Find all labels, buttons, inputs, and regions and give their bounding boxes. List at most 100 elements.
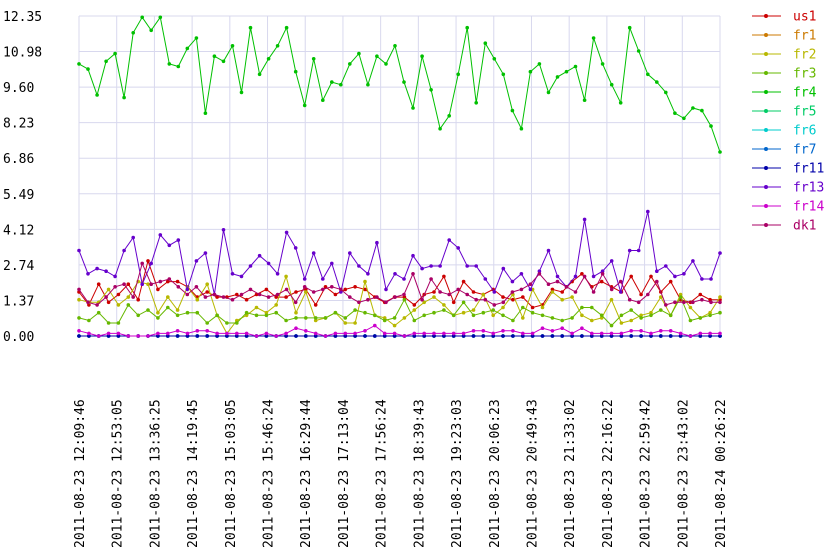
legend-label: us1 xyxy=(793,10,816,25)
data-point xyxy=(708,331,712,336)
data-point xyxy=(438,290,442,294)
x-tick-label: 2011-08-23 15:03:05 xyxy=(224,399,239,548)
data-point xyxy=(461,300,466,305)
data-point xyxy=(248,25,253,30)
data-point xyxy=(194,36,199,40)
data-point xyxy=(510,108,515,113)
data-point xyxy=(442,331,446,336)
data-point xyxy=(619,331,624,336)
x-tick-label: 2011-08-23 20:49:43 xyxy=(525,399,540,548)
x-tick-label: 2011-08-23 22:59:42 xyxy=(639,399,654,548)
data-point xyxy=(573,64,578,69)
data-point xyxy=(215,334,219,338)
data-point xyxy=(175,329,180,333)
data-point xyxy=(698,331,703,336)
data-point xyxy=(501,295,505,299)
data-point xyxy=(481,329,486,333)
legend-label: fr13 xyxy=(793,181,824,196)
data-point xyxy=(481,310,486,315)
data-point xyxy=(555,279,560,284)
data-point xyxy=(257,292,262,297)
data-point xyxy=(343,331,348,336)
data-point xyxy=(239,292,244,297)
data-point xyxy=(461,279,466,284)
data-point xyxy=(412,308,417,312)
data-point xyxy=(432,290,436,294)
data-point xyxy=(636,248,641,253)
data-point xyxy=(302,285,307,289)
data-point xyxy=(244,334,249,338)
legend-swatch-marker xyxy=(764,166,768,170)
data-point xyxy=(461,331,466,336)
data-point xyxy=(203,295,208,299)
data-point xyxy=(333,334,338,338)
data-point xyxy=(294,326,298,331)
data-point xyxy=(691,106,695,110)
data-point xyxy=(718,300,722,305)
data-point xyxy=(530,331,535,336)
data-point xyxy=(264,287,269,292)
data-point xyxy=(348,295,352,299)
data-point xyxy=(375,54,379,58)
data-point xyxy=(373,313,377,318)
data-point xyxy=(126,295,131,299)
data-point xyxy=(708,313,712,318)
series-fr14 xyxy=(77,323,722,338)
data-point xyxy=(412,334,417,338)
data-point xyxy=(432,310,436,315)
data-point xyxy=(483,41,488,45)
data-point xyxy=(582,274,587,279)
data-point xyxy=(293,246,298,250)
data-point xyxy=(639,334,643,338)
data-point xyxy=(619,313,624,318)
data-point xyxy=(239,274,244,279)
data-point xyxy=(471,290,476,294)
data-point xyxy=(422,331,427,336)
data-point xyxy=(521,331,525,336)
data-point xyxy=(580,272,584,276)
data-point xyxy=(492,57,497,61)
legend-item-fr5: fr5 xyxy=(752,105,816,120)
x-tick-label: 2011-08-23 12:09:46 xyxy=(73,399,88,548)
data-point xyxy=(185,334,190,338)
data-point xyxy=(384,300,388,305)
data-point xyxy=(682,272,686,276)
x-tick-label: 2011-08-23 12:53:05 xyxy=(111,399,126,548)
data-point xyxy=(149,28,153,33)
data-point xyxy=(185,287,190,292)
x-tick-label: 2011-08-23 15:46:24 xyxy=(262,399,277,548)
data-point xyxy=(86,300,90,305)
data-point xyxy=(96,282,101,287)
data-point xyxy=(555,274,560,279)
data-point xyxy=(146,308,150,312)
data-point xyxy=(357,300,361,305)
data-point xyxy=(412,318,417,323)
legend-label: dk1 xyxy=(793,219,816,234)
data-point xyxy=(447,292,452,297)
data-point xyxy=(357,51,361,56)
data-point xyxy=(422,313,427,318)
data-point xyxy=(573,274,578,279)
y-tick-label: 2.74 xyxy=(3,259,34,274)
data-point xyxy=(230,272,235,276)
data-point xyxy=(106,331,111,336)
data-point xyxy=(131,235,135,240)
data-point xyxy=(244,313,249,318)
data-point xyxy=(481,292,486,297)
series-line-dk1 xyxy=(78,261,720,306)
x-tick-label: 2011-08-23 18:39:43 xyxy=(412,399,427,548)
data-point xyxy=(483,277,488,281)
series-fr3 xyxy=(77,295,722,328)
data-point xyxy=(673,111,677,115)
data-point xyxy=(122,282,126,287)
data-point xyxy=(582,98,587,102)
data-point xyxy=(629,334,633,338)
data-point xyxy=(636,49,641,53)
data-point xyxy=(185,310,190,315)
data-point xyxy=(366,297,370,302)
data-point xyxy=(570,295,574,299)
data-point xyxy=(136,313,140,318)
data-point xyxy=(158,233,163,237)
data-point xyxy=(718,295,722,299)
data-point xyxy=(590,331,594,336)
